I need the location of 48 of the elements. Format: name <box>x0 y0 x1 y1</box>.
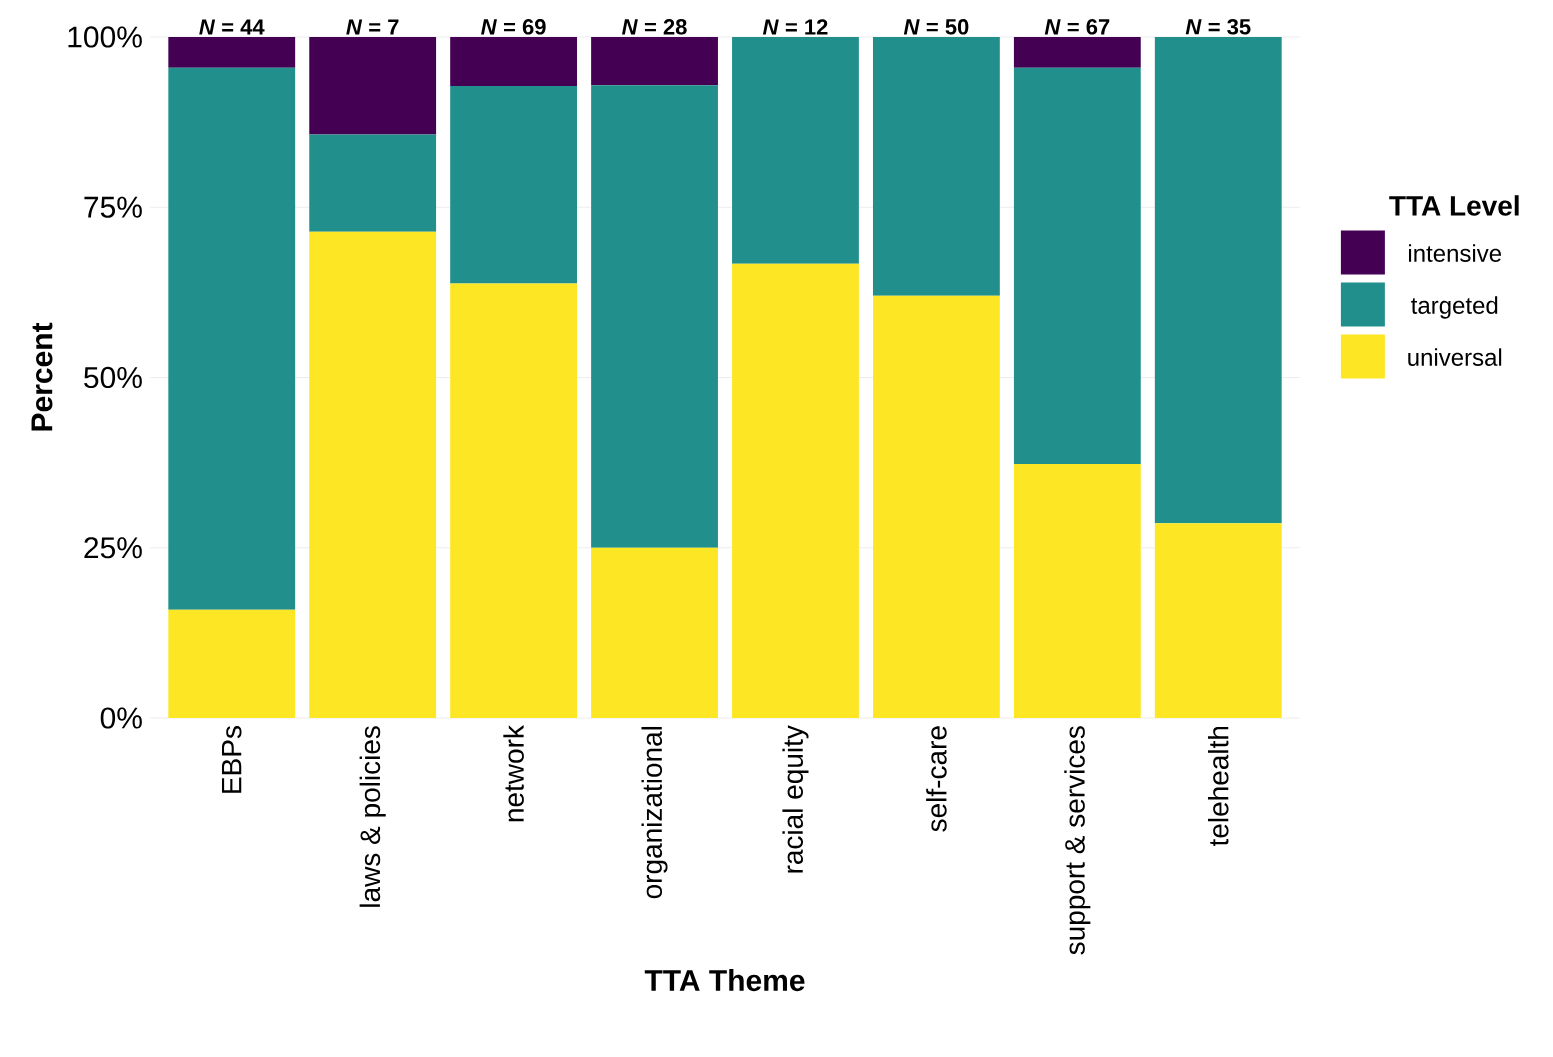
annotation: N = 12 <box>762 19 828 35</box>
y-tick-label: 75% <box>84 196 142 218</box>
bar <box>309 134 437 232</box>
annotation: N = 28 <box>622 19 687 35</box>
bar <box>450 37 578 87</box>
bar <box>732 37 859 264</box>
x-tick-label: racial equity <box>782 725 809 873</box>
x-tick-label: organizational <box>641 726 668 899</box>
annotation: N = 50 <box>903 19 969 35</box>
bar <box>732 263 859 718</box>
bar <box>168 609 296 718</box>
bar <box>591 547 718 718</box>
bar <box>1013 463 1141 718</box>
bar <box>1154 37 1282 524</box>
bar <box>591 37 718 86</box>
x-tick-label: telehealth <box>1207 726 1229 847</box>
annotation: N = 7 <box>346 19 399 35</box>
bar <box>168 37 296 68</box>
annotation: N = 69 <box>481 19 546 35</box>
annotation: N = 44 <box>199 19 265 35</box>
bar <box>309 37 437 135</box>
x-axis-title: TTA Theme <box>644 969 805 992</box>
bar <box>1013 67 1141 464</box>
legend-label: universal <box>1408 348 1502 366</box>
bar <box>309 231 437 718</box>
bar <box>591 85 718 548</box>
y-tick-label: 100% <box>68 26 142 48</box>
bar <box>872 295 1000 718</box>
bar <box>168 67 296 610</box>
x-tick-label: EBPs <box>221 726 242 793</box>
x-tick-label: laws & policies <box>359 726 386 907</box>
legend-label: intensive <box>1409 244 1502 262</box>
y-axis-title: Percent <box>31 322 53 431</box>
annotation: N = 67 <box>1044 19 1110 35</box>
x-tick-label: support & services <box>1064 726 1091 955</box>
annotation: N = 35 <box>1185 19 1251 35</box>
y-tick-label: 50% <box>84 366 142 389</box>
x-tick-label: self-care <box>926 726 947 832</box>
legend-label: targeted <box>1411 296 1498 319</box>
bar <box>450 86 578 284</box>
bar <box>450 283 578 718</box>
legend-title: TTA Level <box>1389 195 1519 216</box>
x-tick-label: network <box>503 725 524 822</box>
y-tick-label: 25% <box>84 537 142 559</box>
bar <box>1013 37 1141 68</box>
bar <box>1154 523 1282 718</box>
y-tick-label: 0% <box>100 707 142 729</box>
bar <box>872 37 1000 296</box>
